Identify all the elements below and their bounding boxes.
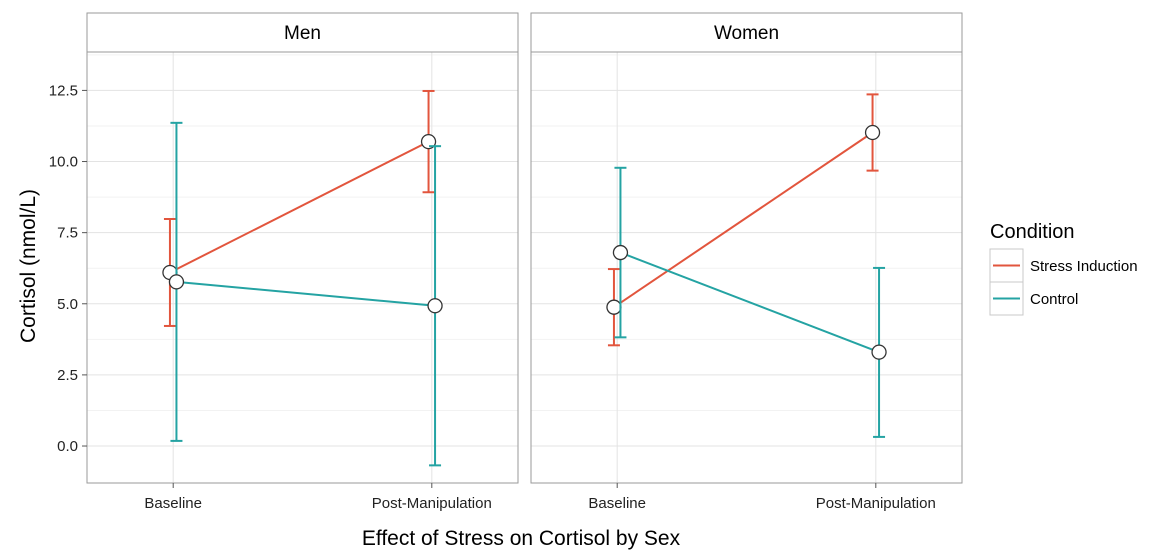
panel-title: Women: [714, 23, 779, 44]
y-tick-label: 12.5: [49, 82, 78, 99]
panel-background: [87, 52, 518, 483]
panel-background: [531, 52, 962, 483]
x-tick-label: Baseline: [144, 495, 202, 512]
y-tick-label: 2.5: [57, 367, 78, 384]
y-tick-label: 0.0: [57, 438, 78, 455]
legend-title: Condition: [990, 221, 1075, 243]
legend-label: Stress Induction: [1030, 258, 1138, 275]
panel-strip: [530, 12, 963, 53]
panel-border: [86, 51, 519, 484]
panel-title: Men: [284, 23, 321, 44]
data-point: [420, 133, 437, 150]
x-axis-title: Effect of Stress on Cortisol by Sex: [362, 527, 681, 550]
data-point: [427, 298, 443, 314]
x-tick-label: Baseline: [588, 495, 646, 512]
series-control: [612, 166, 887, 438]
panel-strip: [86, 12, 519, 53]
y-tick-label: 10.0: [49, 154, 78, 171]
y-axis-title: Cortisol (nmol/L): [17, 189, 40, 343]
x-tick-label: Post-Manipulation: [816, 495, 936, 512]
series-line: [620, 251, 880, 354]
y-tick-label: 5.0: [57, 296, 78, 313]
series-stress-induction: [162, 89, 437, 327]
legend: Condition Stress Induction Control: [989, 221, 1138, 316]
data-point: [612, 244, 629, 261]
data-point: [871, 344, 887, 360]
panel-border: [530, 51, 963, 484]
series-line: [169, 140, 430, 274]
series-line: [613, 131, 874, 309]
x-tick-label: Post-Manipulation: [372, 495, 492, 512]
series-control: [168, 121, 443, 467]
y-tick-label: 7.5: [57, 225, 78, 242]
data-point: [606, 299, 622, 315]
legend-label: Control: [1030, 291, 1078, 308]
panel-men: Men Baseline Post-Manipulation 0.0 2.5 5.0 7.5…: [49, 12, 519, 512]
panel-women: Women Baseline Post-Manipulation: [530, 12, 963, 512]
series-line: [176, 280, 436, 307]
data-point: [168, 274, 185, 290]
series-stress-induction: [606, 93, 881, 347]
data-point: [864, 124, 881, 141]
